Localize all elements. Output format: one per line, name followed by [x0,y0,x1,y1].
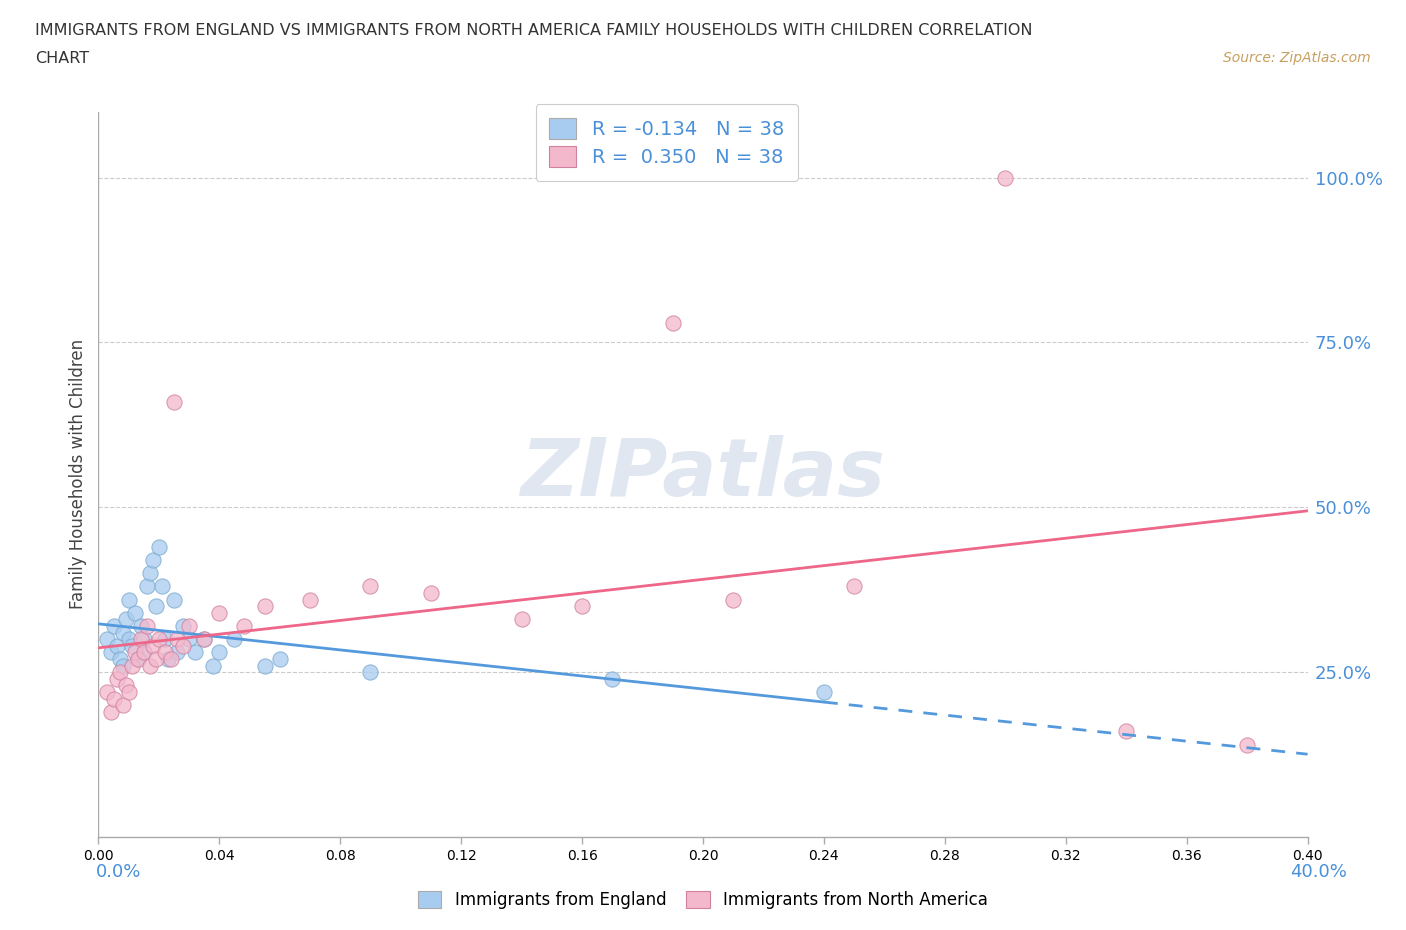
Point [148,539,170,554]
Point [994,170,1017,185]
Point [127,652,149,667]
Point [121,638,143,653]
Point [121,658,143,673]
Point [166,644,188,659]
Point [269,652,291,667]
Point [419,586,441,601]
Point [1236,737,1258,752]
Point [135,579,157,594]
Point [163,394,186,409]
Point [135,618,157,633]
Point [177,618,201,633]
Point [184,644,207,659]
Legend: Immigrants from England, Immigrants from North America: Immigrants from England, Immigrants from… [409,883,997,917]
Point [602,671,624,686]
Point [193,631,215,646]
Point [96,631,118,646]
Point [232,618,254,633]
Text: IMMIGRANTS FROM ENGLAND VS IMMIGRANTS FROM NORTH AMERICA FAMILY HOUSEHOLDS WITH : IMMIGRANTS FROM ENGLAND VS IMMIGRANTS FR… [35,23,1032,38]
Point [360,665,382,680]
Point [142,638,165,653]
Point [127,652,149,667]
Text: 0.0%: 0.0% [96,863,141,881]
Point [202,658,225,673]
Point [156,652,179,667]
Point [132,631,155,646]
Point [844,579,866,594]
Point [103,618,125,633]
Point [118,592,141,607]
Point [114,612,136,627]
Point [150,579,173,594]
Point [129,618,152,633]
Point [111,698,134,712]
Point [360,579,382,594]
Point [1115,724,1137,739]
Point [172,638,194,653]
Point [224,631,246,646]
Point [160,652,183,667]
Point [153,644,176,659]
Legend: R = -0.134   N = 38, R =  0.350   N = 38: R = -0.134 N = 38, R = 0.350 N = 38 [536,104,797,180]
Point [153,631,176,646]
Point [111,658,134,673]
Point [132,644,155,659]
Point [108,652,131,667]
Point [124,605,146,620]
Point [96,684,118,699]
Point [129,631,152,646]
Point [148,631,170,646]
Text: 40.0%: 40.0% [1291,863,1347,881]
Point [661,315,683,330]
Point [172,618,194,633]
Point [139,658,162,673]
Text: ZIPatlas: ZIPatlas [520,435,886,513]
Point [142,552,165,567]
Point [145,652,167,667]
Point [100,644,122,659]
Point [139,565,162,580]
Point [177,631,201,646]
Text: CHART: CHART [35,51,89,66]
Point [105,638,128,653]
Point [510,612,533,627]
Point [208,605,231,620]
Point [208,644,231,659]
Point [118,684,141,699]
Point [166,631,188,646]
Point [571,599,593,614]
Point [103,691,125,706]
Point [299,592,322,607]
Point [253,658,276,673]
Point [114,678,136,693]
Point [163,592,186,607]
Point [253,599,276,614]
Point [132,644,155,659]
Point [111,625,134,640]
Point [721,592,744,607]
Point [193,631,215,646]
Text: Source: ZipAtlas.com: Source: ZipAtlas.com [1223,51,1371,65]
Point [108,665,131,680]
Y-axis label: Family Households with Children: Family Households with Children [69,339,87,609]
Point [100,704,122,719]
Point [145,599,167,614]
Point [118,631,141,646]
Point [124,644,146,659]
Point [105,671,128,686]
Point [813,684,835,699]
